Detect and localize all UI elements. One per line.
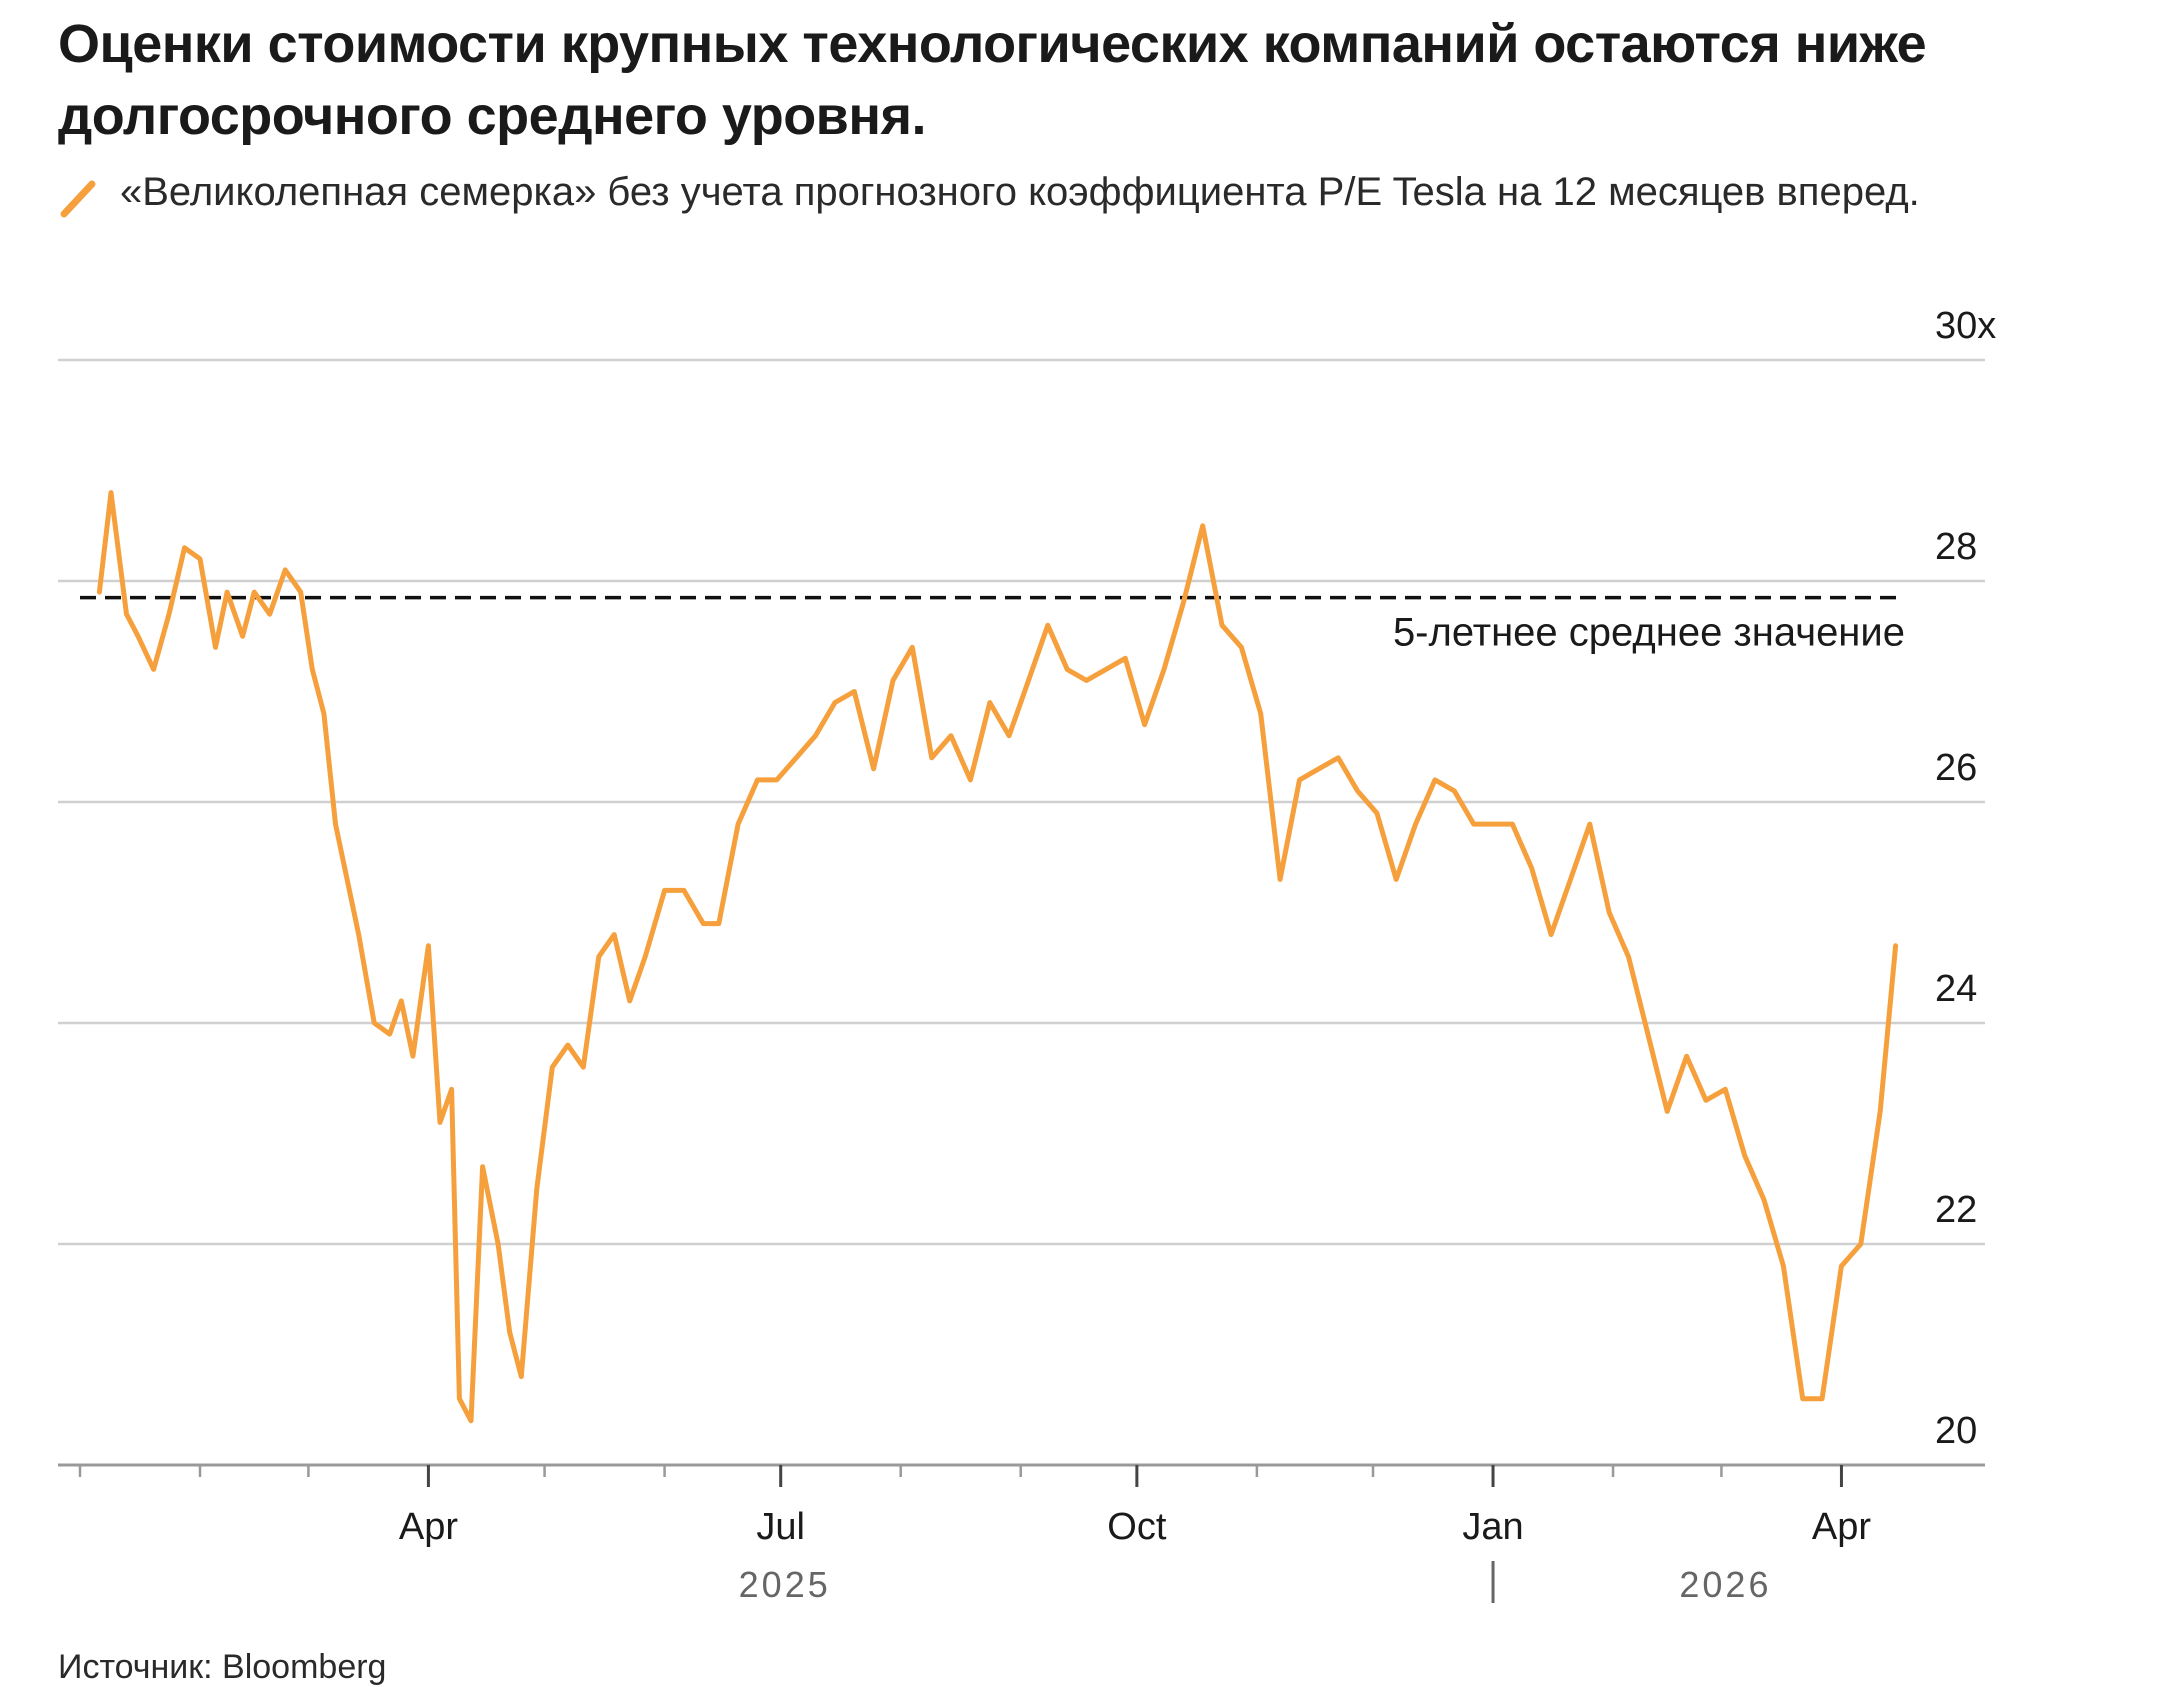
x-tick-label: Oct (1107, 1506, 1167, 1548)
reference-line-group: 5-летнее среднее значение (80, 595, 1905, 655)
x-tick-label: Jan (1462, 1506, 1523, 1548)
x-tick-label: Apr (399, 1506, 458, 1548)
source-note: Источник: Bloomberg (58, 1648, 387, 1686)
year-label: 2025 (739, 1564, 831, 1605)
year-label: 2026 (1679, 1564, 1771, 1605)
y-axis-labels: 30x 28 26 24 22 20 (1935, 305, 1996, 1452)
reference-line-label: 5-летнее среднее значение (1393, 611, 1905, 655)
y-tick-label: 24 (1935, 968, 1977, 1010)
y-tick-label: 30x (1935, 305, 1996, 347)
legend-label: «Великолепная семерка» без учета прогноз… (120, 170, 1920, 214)
grid-lines (58, 358, 1985, 1467)
series-layer (96, 490, 1899, 1424)
y-tick-label: 20 (1935, 1410, 1977, 1452)
y-tick-label: 26 (1935, 747, 1977, 789)
x-axis: Apr Jul Oct Jan Apr 2025 2026 (78, 1465, 1871, 1605)
y-tick-label: 28 (1935, 526, 1977, 568)
x-tick-label: Jul (756, 1506, 805, 1548)
y-tick-label: 22 (1935, 1189, 1977, 1231)
series-line-0 (96, 490, 1899, 1424)
line-chart: 30x 28 26 24 22 20 Apr Jul Oct Jan Apr 2025 2026 5-… (58, 305, 1996, 1605)
chart-title: Оценки стоимости крупных технологических… (58, 14, 1927, 146)
legend-line-icon (60, 180, 96, 218)
x-tick-label: Apr (1812, 1506, 1871, 1548)
